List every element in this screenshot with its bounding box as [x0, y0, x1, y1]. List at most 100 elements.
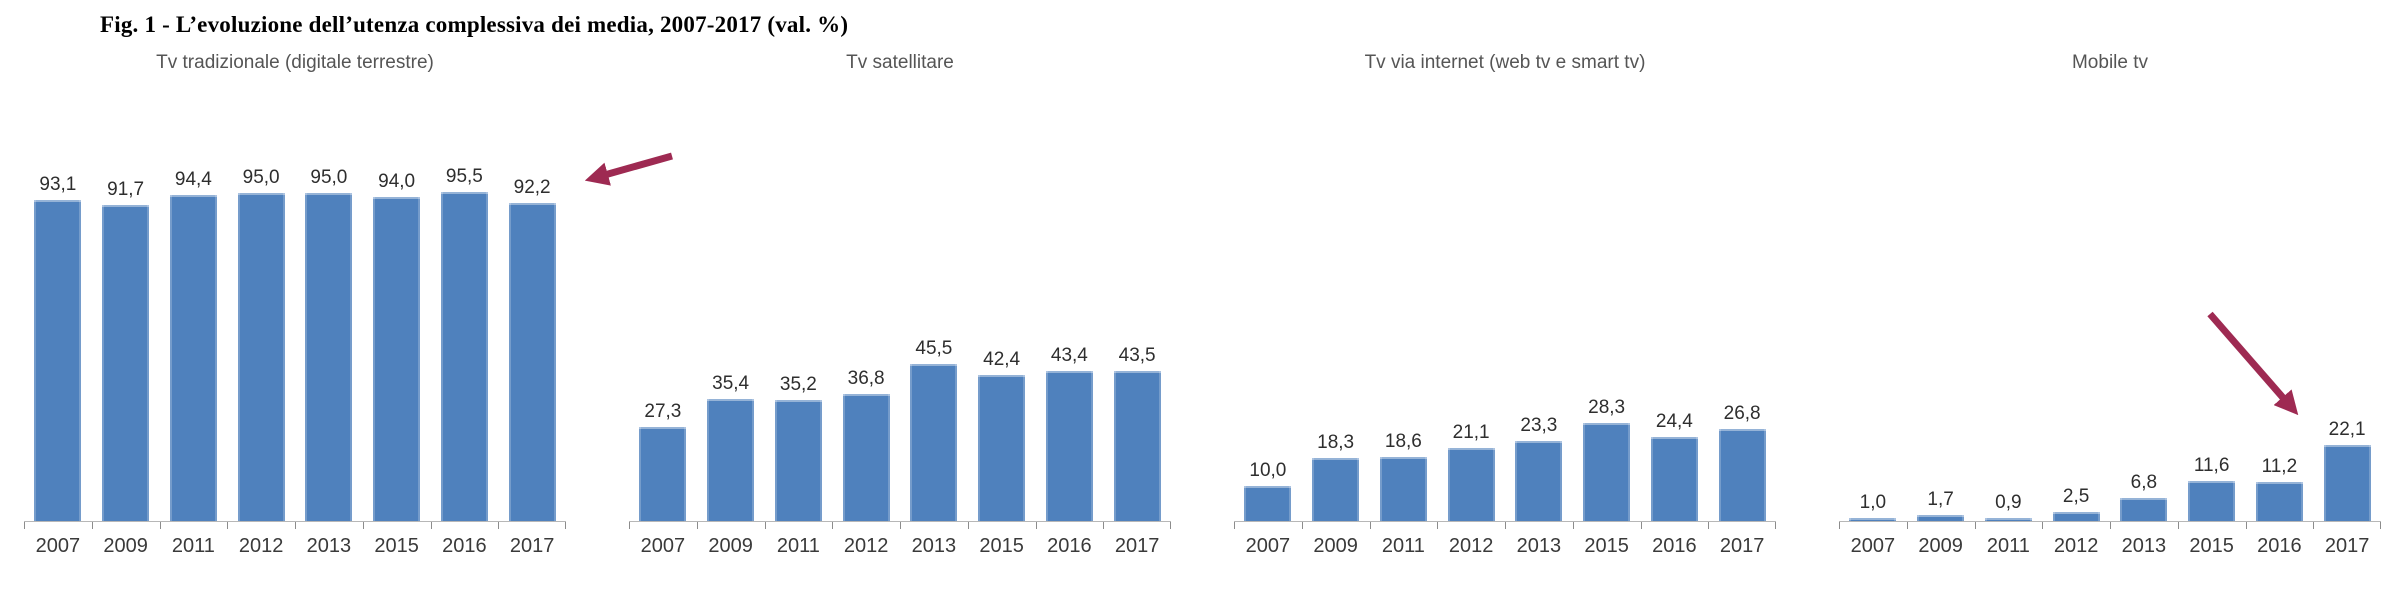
x-tick-label: 2012 — [843, 535, 889, 557]
bar-group: 27,3 — [629, 401, 697, 521]
axis-tick — [227, 522, 229, 529]
x-tick-label: 2013 — [2121, 535, 2167, 557]
axis-tick — [430, 522, 432, 529]
x-tick-label: 2016 — [1047, 535, 1092, 557]
x-tick-label: 2009 — [708, 535, 753, 557]
axis-tick — [1301, 522, 1303, 529]
axis-tick — [1505, 522, 1506, 529]
bar-group: 36,8 — [832, 368, 900, 521]
axis-tick — [1906, 522, 1908, 529]
bar — [1244, 486, 1292, 521]
bar — [707, 399, 755, 521]
x-tick-label: 2017 — [2324, 535, 2370, 557]
bar-group: 1,0 — [1839, 492, 1907, 521]
bar — [34, 200, 82, 521]
bar — [102, 205, 150, 521]
bar-value-label: 35,2 — [779, 374, 817, 395]
bar-value-label: 94,0 — [378, 171, 416, 192]
bar — [910, 364, 958, 521]
bar — [440, 192, 488, 521]
bar — [305, 193, 353, 521]
x-tick-label: 2012 — [2053, 535, 2099, 557]
axis-tick — [1234, 522, 1235, 529]
bar-value-label: 27,3 — [644, 401, 682, 422]
bar-value-label: 24,4 — [1655, 411, 1693, 432]
x-tick-label: 2017 — [1719, 535, 1765, 557]
bar-value-label: 6,8 — [2130, 472, 2158, 493]
bar-value-label: 94,4 — [174, 169, 212, 190]
axis-tick — [498, 522, 500, 529]
chart-mobile-tv: Mobile tv 1,0 1,7 0,9 2,5 6,8 11,6 11,2 22,1 20… — [1839, 52, 2381, 557]
bar — [2052, 512, 2100, 521]
axis-tick — [362, 522, 364, 529]
bar — [639, 427, 687, 521]
bar-value-label: 92,2 — [513, 177, 551, 198]
axis-tick — [967, 522, 969, 529]
bar — [2188, 481, 2236, 521]
bar — [2323, 445, 2371, 521]
bar-value-label: 35,4 — [712, 373, 750, 394]
bar-value-label: 21,1 — [1452, 422, 1490, 443]
x-tick-label: 2007 — [1850, 535, 1896, 557]
plot-area: 1,0 1,7 0,9 2,5 6,8 11,6 11,2 22,1 — [1839, 88, 2381, 521]
plot-area: 93,1 91,7 94,4 95,0 95,0 94,0 95,5 92,2 — [24, 88, 566, 521]
x-axis-labels: 2007 2009 2011 2012 2013 2015 2016 2017 — [629, 535, 1171, 557]
bar-value-label: 95,0 — [242, 167, 280, 188]
bar — [2255, 482, 2303, 521]
bar — [978, 375, 1026, 521]
x-axis — [629, 521, 1171, 530]
bar-value-label: 18,3 — [1317, 432, 1355, 453]
x-tick-label: 2011 — [1381, 535, 1425, 557]
axis-tick — [159, 522, 161, 529]
bar — [1045, 371, 1093, 521]
axis-tick — [1437, 522, 1439, 529]
bar — [2120, 498, 2168, 521]
bar-value-label: 42,4 — [983, 349, 1021, 370]
bar — [842, 394, 890, 521]
x-tick-label: 2009 — [1918, 535, 1963, 557]
x-tick-label: 2016 — [1652, 535, 1697, 557]
bar — [1718, 429, 1766, 521]
bar-group: 93,1 — [24, 174, 92, 521]
bar-group: 92,2 — [498, 177, 566, 521]
bar — [1984, 518, 2032, 521]
x-axis-labels: 2007 2009 2011 2012 2013 2015 2016 2017 — [1839, 535, 2381, 557]
x-tick-label: 2016 — [442, 535, 487, 557]
bar-value-label: 95,0 — [310, 167, 348, 188]
bar-group: 94,0 — [363, 171, 431, 521]
x-tick-label: 2015 — [979, 535, 1024, 557]
bar-value-label: 91,7 — [107, 179, 145, 200]
axis-tick — [1170, 522, 1171, 529]
bar-value-label: 23,3 — [1520, 415, 1558, 436]
bar-group: 43,4 — [1036, 345, 1104, 521]
bar-group: 0,9 — [1975, 492, 2043, 521]
bar-group: 11,6 — [2178, 455, 2246, 521]
bar — [508, 203, 556, 521]
bar-group: 95,5 — [431, 166, 499, 521]
x-tick-label: 2007 — [640, 535, 686, 557]
bar-group: 10,0 — [1234, 460, 1302, 521]
bar-value-label: 11,6 — [2193, 455, 2230, 476]
axis-tick — [1640, 522, 1642, 529]
bar-value-label: 28,3 — [1588, 397, 1626, 418]
axis-tick — [2313, 522, 2315, 529]
bar-value-label: 10,0 — [1249, 460, 1287, 481]
axis-tick — [91, 522, 93, 529]
bar-group: 18,3 — [1302, 432, 1370, 521]
bar-value-label: 43,5 — [1118, 345, 1156, 366]
axis-tick — [696, 522, 698, 529]
x-tick-label: 2013 — [1516, 535, 1562, 557]
bar-group: 1,7 — [1907, 489, 1975, 521]
bar-group: 42,4 — [968, 349, 1036, 521]
bar-group: 28,3 — [1573, 397, 1641, 521]
x-axis — [24, 521, 566, 530]
axis-tick — [295, 522, 296, 529]
chart-tv-satellitare: Tv satellitare 27,3 35,4 35,2 36,8 45,5 42,4 4… — [629, 52, 1171, 557]
bar-group: 2,5 — [2042, 486, 2110, 521]
bar-group: 45,5 — [900, 338, 968, 521]
axis-tick — [565, 522, 566, 529]
bar — [1515, 441, 1563, 521]
axis-tick — [2380, 522, 2381, 529]
x-tick-label: 2007 — [35, 535, 81, 557]
bar-group: 43,5 — [1103, 345, 1171, 521]
